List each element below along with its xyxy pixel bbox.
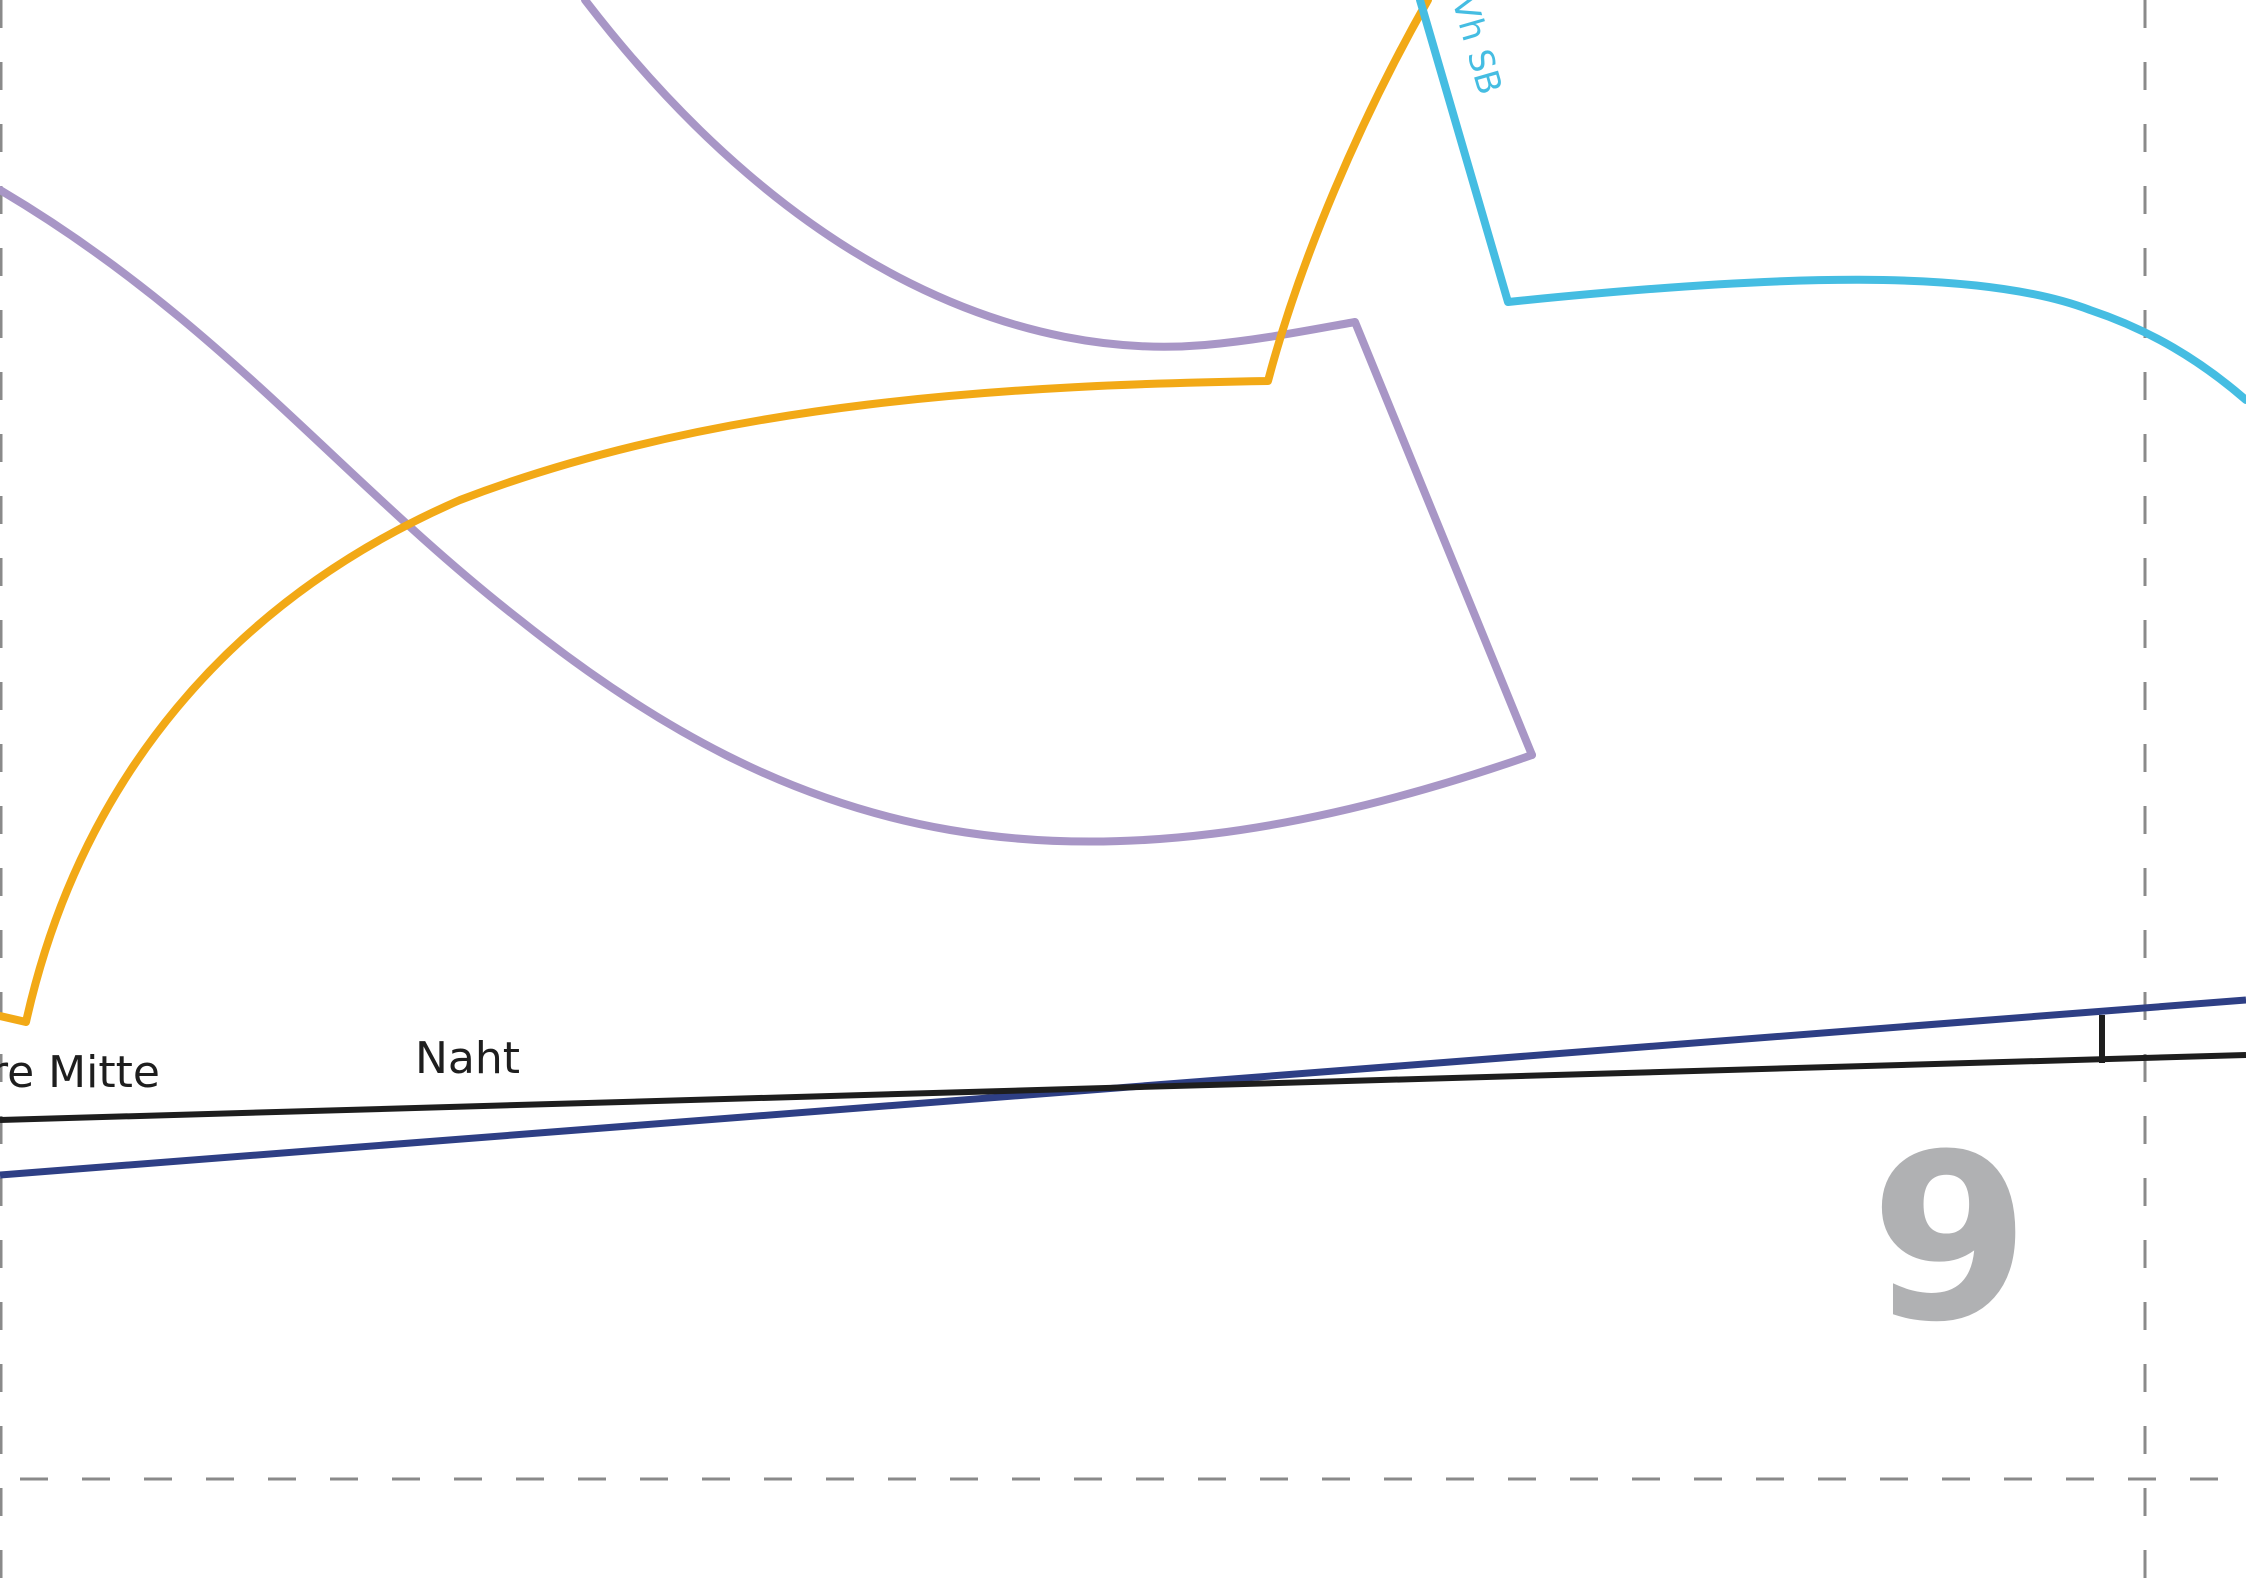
orange-outline [0,0,1432,1026]
purple-pattern-piece [0,0,1536,846]
seam-label: Naht [415,1033,520,1084]
black-main-line [0,1052,2246,1123]
purple-upper-curve [581,0,1536,759]
cyan-outline [1416,0,2246,404]
center-front-label: re Mitte [0,1047,160,1098]
cyan-pattern-piece [1416,0,2246,404]
page-number: 9 [1870,1106,2030,1373]
black-seam-line [0,1015,2246,1123]
mark-label: Vh SB [1443,0,1509,99]
orange-pattern-piece [0,0,1432,1026]
purple-lower-curve [0,186,1536,846]
